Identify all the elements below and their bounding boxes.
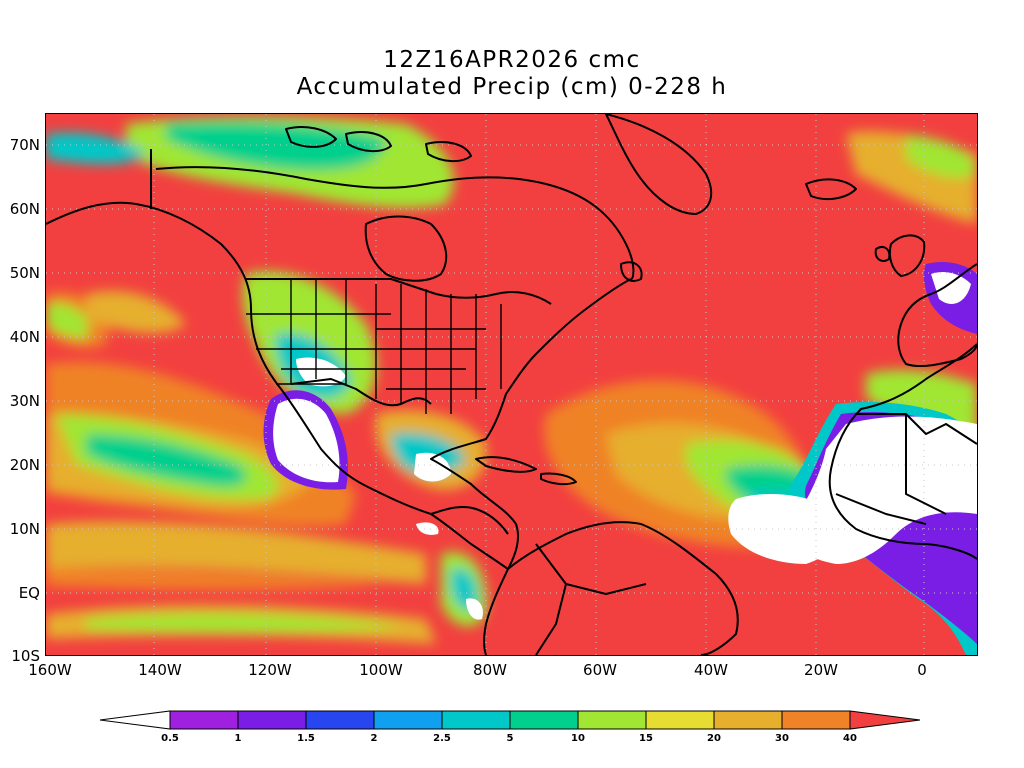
colorbar-label-5: 5 <box>506 733 514 744</box>
dry-region-southwest <box>273 398 340 483</box>
colorbar-cell <box>509 710 579 730</box>
colorbar-cell <box>169 710 239 730</box>
coastlines <box>46 114 977 655</box>
colorbar-cell <box>441 710 511 730</box>
colorbar-cell <box>781 710 851 730</box>
colorbar-cell-below-min <box>99 710 171 730</box>
colorbar-cell <box>373 710 443 730</box>
colorbar-cell <box>713 710 783 730</box>
graticule <box>46 114 977 655</box>
lat-label-10n: 10N <box>9 520 40 538</box>
colorbar <box>99 710 921 730</box>
colorbar-cells <box>99 710 921 730</box>
colorbar-cell <box>305 710 375 730</box>
colorbar-cell <box>237 710 307 730</box>
colorbar-label-0-5: 0.5 <box>161 733 179 744</box>
lon-label-20w: 20W <box>804 661 838 679</box>
lon-label-80w: 80W <box>473 661 507 679</box>
state-boundaries <box>246 279 502 414</box>
lat-label-10s: 10S <box>11 647 40 665</box>
colorbar-cell <box>645 710 715 730</box>
lon-label-0: 0 <box>917 661 927 679</box>
colorbar-label-10: 10 <box>571 733 585 744</box>
lat-label-40n: 40N <box>9 328 40 346</box>
colorbar-label-40: 40 <box>843 733 857 744</box>
colorbar-label-15: 15 <box>639 733 653 744</box>
lon-label-140w: 140W <box>138 661 182 679</box>
lon-label-120w: 120W <box>248 661 292 679</box>
colorbar-label-1: 1 <box>234 733 242 744</box>
colorbar-label-30: 30 <box>775 733 789 744</box>
lon-label-60w: 60W <box>583 661 617 679</box>
lat-label-30n: 30N <box>9 392 40 410</box>
colorbar-label-1-5: 1.5 <box>297 733 315 744</box>
lon-label-100w: 100W <box>359 661 403 679</box>
colorbar-label-20: 20 <box>707 733 721 744</box>
colorbar-label-2: 2 <box>370 733 378 744</box>
lat-label-eq: EQ <box>18 584 40 602</box>
colorbar-cell-above-max <box>849 710 921 730</box>
lat-label-20n: 20N <box>9 456 40 474</box>
lat-label-70n: 70N <box>9 136 40 154</box>
plot-title-line2: Accumulated Precip (cm) 0-228 h <box>296 74 728 100</box>
lat-label-60n: 60N <box>9 200 40 218</box>
precip-contour-edges <box>263 262 977 655</box>
lon-label-160w: 160W <box>28 661 72 679</box>
precip-map <box>45 113 978 656</box>
plot-title-line1: 12Z16APR2026 cmc <box>383 47 641 73</box>
lon-label-40w: 40W <box>694 661 728 679</box>
colorbar-cell <box>577 710 647 730</box>
colorbar-label-2-5: 2.5 <box>433 733 451 744</box>
lat-label-50n: 50N <box>9 264 40 282</box>
